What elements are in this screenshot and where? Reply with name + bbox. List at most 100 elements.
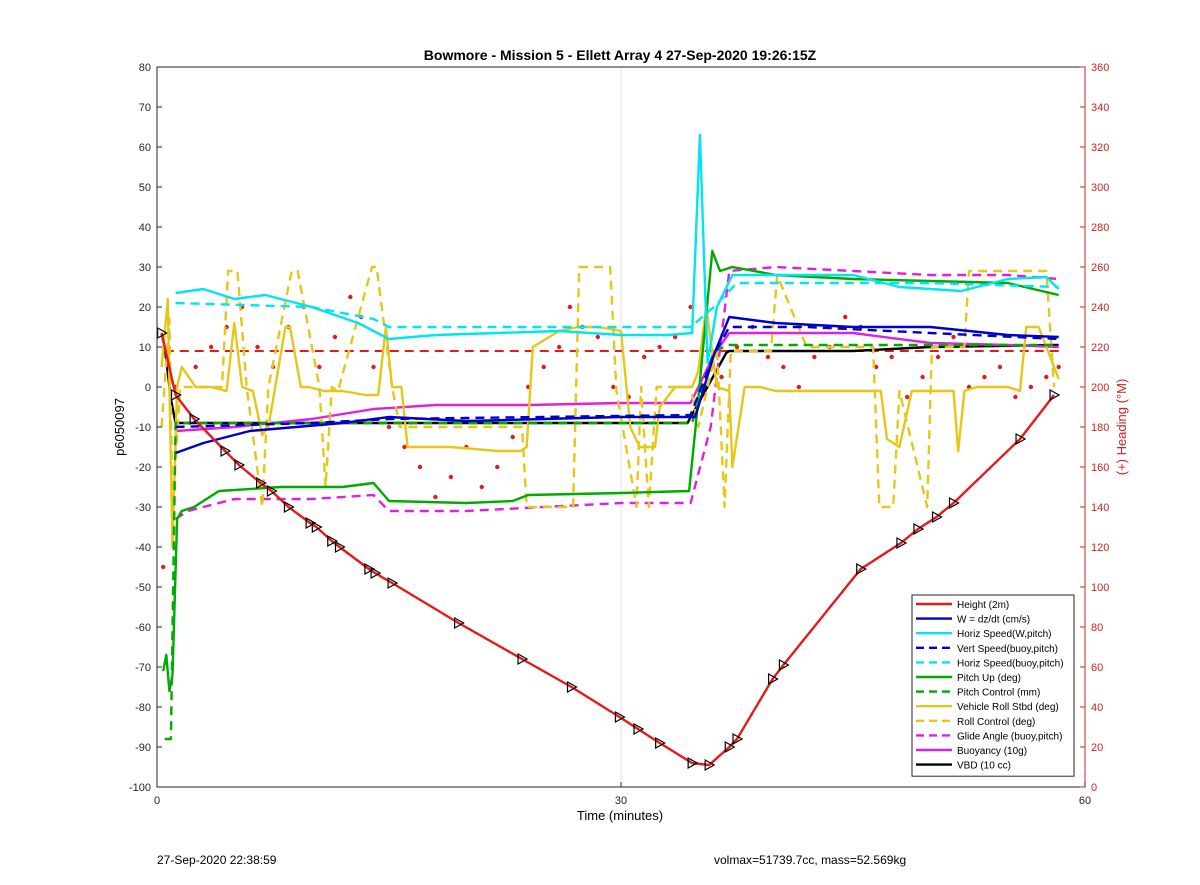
height-marker	[948, 496, 960, 510]
heading-point	[208, 344, 214, 350]
y2-tick-label: 260	[1091, 262, 1109, 274]
y-tick-label: 80	[139, 62, 151, 74]
heading-point	[642, 354, 647, 360]
height-marker	[896, 536, 908, 550]
heading-point	[935, 354, 941, 360]
heading-point	[781, 364, 786, 370]
y-tick-label: -40	[135, 542, 151, 554]
heading-point	[796, 384, 802, 390]
series-line	[160, 265, 1056, 509]
heading-point	[1044, 374, 1049, 380]
legend-label: Buoyancy (10g)	[957, 746, 1027, 757]
height-marker	[704, 758, 716, 772]
y-tick-label: 60	[139, 142, 151, 154]
heading-point	[920, 374, 925, 380]
heading-point	[688, 304, 693, 310]
y-tick-label: -50	[135, 582, 151, 594]
legend-label: Vehicle Roll Stbd (deg)	[957, 702, 1059, 713]
x-tick-label: 60	[1079, 795, 1091, 807]
height-marker	[283, 500, 295, 514]
height-marker	[931, 510, 943, 524]
legend-label: Vert Speed(buoy,pitch)	[957, 644, 1058, 655]
height-marker	[189, 412, 201, 426]
y2-tick-label: 0	[1091, 782, 1097, 794]
legend-label: W = dz/dt (cm/s)	[957, 615, 1030, 626]
legend: Height (2m) W = dz/dt (cm/s) Horiz Speed(W…	[911, 594, 1075, 777]
heading-point	[1028, 384, 1034, 390]
heading-point	[479, 484, 484, 490]
y-tick-label: -90	[135, 742, 151, 754]
height-marker	[687, 756, 699, 770]
heading-point	[402, 444, 407, 450]
y2-tick-label: 340	[1091, 102, 1109, 114]
height-marker	[724, 740, 736, 754]
y2-tick-label: 80	[1091, 622, 1103, 634]
height-marker	[266, 484, 278, 498]
height-marker	[655, 736, 666, 750]
series-line	[175, 315, 1059, 455]
heading-point	[317, 364, 322, 370]
y2-tick-label: 220	[1091, 342, 1109, 354]
y-axis-label: p6050097	[112, 398, 127, 456]
heading-point	[510, 434, 515, 440]
y-tick-label: 20	[139, 302, 151, 314]
heading-point	[904, 394, 910, 400]
height-marker	[614, 710, 626, 724]
y2-axis-label: (+) Heading (°M)	[1114, 379, 1129, 476]
height-marker	[234, 458, 246, 472]
x-tick-label: 30	[615, 795, 627, 807]
y-tick-label: -30	[135, 502, 151, 514]
y-tick-label: 50	[139, 182, 151, 194]
legend-label: Height (2m)	[957, 600, 1009, 611]
y-tick-label: 0	[145, 382, 151, 394]
height-marker	[305, 516, 317, 530]
heading-point	[1013, 394, 1018, 400]
y-tick-label: -10	[135, 422, 151, 434]
heading-point	[433, 494, 438, 500]
height-marker	[334, 540, 346, 554]
heading-point	[657, 344, 662, 350]
heading-point	[371, 364, 376, 370]
heading-point	[765, 354, 771, 360]
legend-label: Horiz Speed(W,pitch)	[957, 629, 1051, 640]
height-marker	[732, 732, 744, 746]
heading-point	[332, 334, 338, 340]
series-line	[175, 325, 1059, 429]
y2-tick-label: 40	[1091, 702, 1103, 714]
y2-tick-label: 240	[1091, 302, 1109, 314]
height-marker	[778, 658, 790, 672]
height-marker	[387, 576, 399, 590]
y-tick-label: -70	[135, 662, 151, 674]
y-tick-label: -100	[129, 782, 151, 794]
height-marker	[170, 388, 182, 402]
height-marker	[767, 672, 779, 686]
heading-point	[595, 334, 600, 340]
height-marker	[913, 522, 925, 536]
y2-tick-label: 160	[1091, 462, 1109, 474]
y2-tick-label: 180	[1091, 422, 1109, 434]
series-line	[160, 332, 1056, 767]
series-line	[160, 297, 1060, 549]
y2-tick-label: 100	[1091, 582, 1109, 594]
heading-point	[417, 464, 423, 470]
series-line	[175, 331, 1059, 433]
y2-tick-label: 120	[1091, 542, 1109, 554]
heading-point	[255, 344, 260, 350]
y2-tick-label: 300	[1091, 182, 1109, 194]
height-marker	[220, 444, 232, 458]
legend-label: Horiz Speed(buoy,pitch)	[957, 658, 1064, 669]
plot-layer	[157, 133, 1061, 772]
axes-layer: -100-90-80-70-60-50-40-30-20-10010203040…	[129, 62, 1109, 807]
y-tick-label: 40	[139, 222, 151, 234]
heading-point	[556, 344, 562, 350]
height-marker	[311, 520, 323, 534]
x-axis-label: Time (minutes)	[577, 808, 663, 823]
heading-point	[567, 304, 573, 310]
x-tick-label: 0	[154, 795, 160, 807]
heading-point	[348, 294, 353, 300]
series-line	[164, 343, 1059, 741]
heading-point	[160, 564, 166, 570]
height-marker	[364, 562, 376, 576]
chart-title: Bowmore - Mission 5 - Ellett Array 4 27-…	[424, 47, 817, 63]
